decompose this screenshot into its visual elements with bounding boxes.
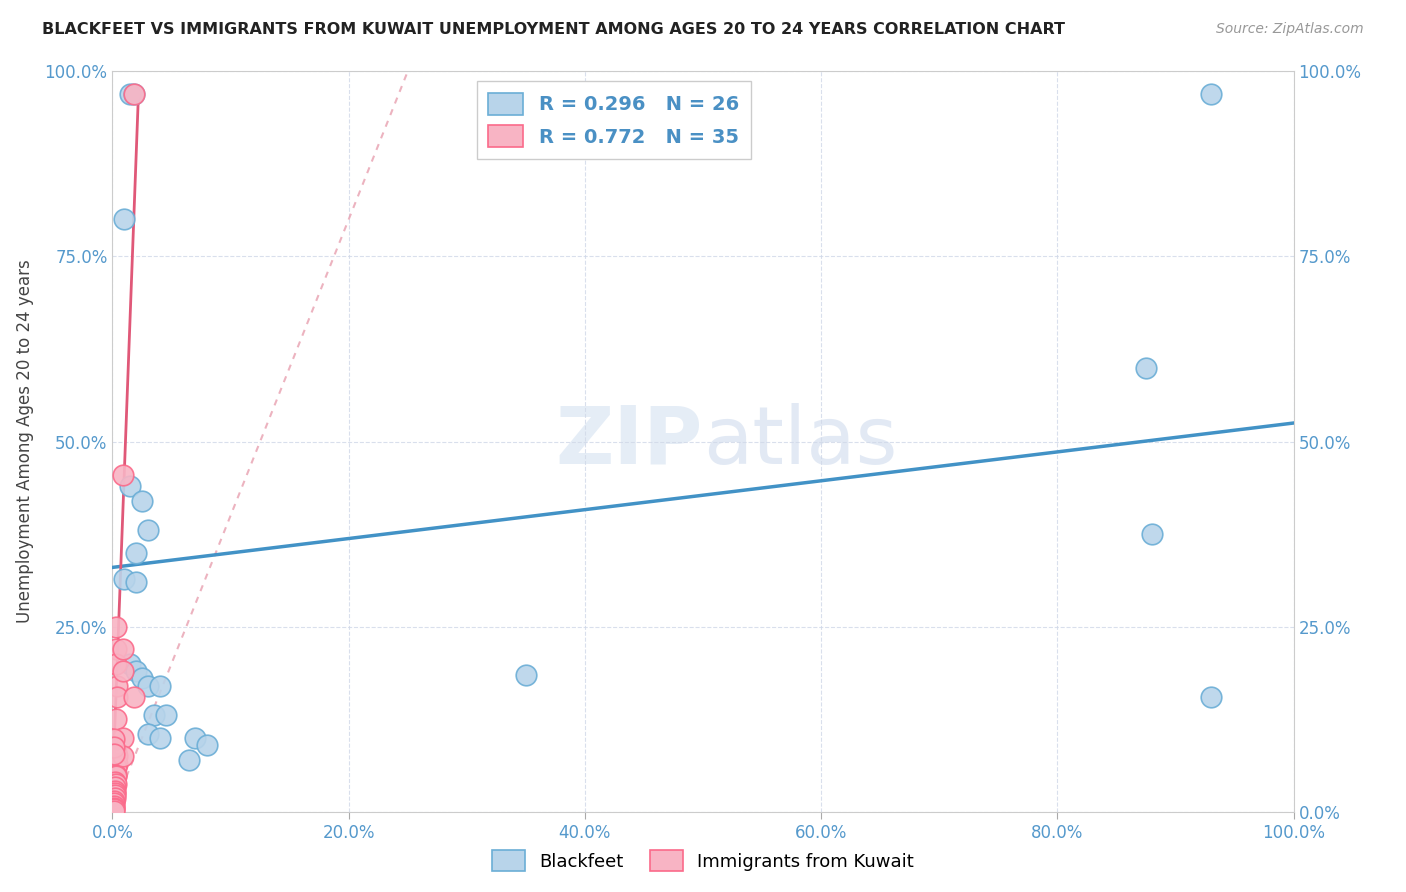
Point — [105, 690, 128, 704]
Point — [105, 756, 128, 771]
Point — [105, 746, 128, 760]
Point — [105, 641, 128, 656]
Point — [105, 679, 128, 693]
Point — [103, 747, 125, 761]
Point — [179, 753, 201, 767]
Point — [120, 657, 142, 671]
Point — [122, 87, 145, 101]
Point — [112, 641, 135, 656]
Point — [105, 776, 128, 790]
Point — [112, 731, 135, 745]
Point — [103, 796, 125, 810]
Point — [136, 524, 159, 538]
Point — [103, 801, 125, 815]
Point — [105, 769, 128, 783]
Text: Source: ZipAtlas.com: Source: ZipAtlas.com — [1216, 22, 1364, 37]
Point — [515, 667, 537, 681]
Point — [125, 575, 148, 590]
Point — [120, 479, 142, 493]
Point — [105, 760, 128, 774]
Point — [122, 87, 145, 101]
Point — [1140, 527, 1163, 541]
Point — [104, 786, 127, 800]
Point — [103, 732, 125, 747]
Point — [184, 731, 207, 745]
Point — [1199, 690, 1222, 704]
Point — [104, 780, 127, 795]
Point — [136, 679, 159, 693]
Text: atlas: atlas — [703, 402, 897, 481]
Point — [195, 738, 218, 752]
Text: BLACKFEET VS IMMIGRANTS FROM KUWAIT UNEMPLOYMENT AMONG AGES 20 TO 24 YEARS CORRE: BLACKFEET VS IMMIGRANTS FROM KUWAIT UNEM… — [42, 22, 1066, 37]
Point — [131, 672, 153, 686]
Point — [104, 784, 127, 798]
Point — [136, 727, 159, 741]
Point — [112, 749, 135, 764]
Point — [104, 775, 127, 789]
Point — [125, 546, 148, 560]
Point — [103, 794, 125, 808]
Point — [103, 803, 125, 817]
Point — [125, 664, 148, 678]
Legend: R = 0.296   N = 26, R = 0.772   N = 35: R = 0.296 N = 26, R = 0.772 N = 35 — [477, 81, 751, 159]
Point — [103, 739, 125, 754]
Point — [155, 708, 177, 723]
Point — [112, 467, 135, 482]
Point — [105, 657, 128, 671]
Point — [105, 712, 128, 726]
Point — [149, 731, 172, 745]
Point — [1135, 360, 1157, 375]
Point — [142, 708, 165, 723]
Point — [104, 789, 127, 803]
Point — [105, 767, 128, 781]
Point — [122, 690, 145, 704]
Point — [149, 679, 172, 693]
Y-axis label: Unemployment Among Ages 20 to 24 years: Unemployment Among Ages 20 to 24 years — [15, 260, 34, 624]
Legend: Blackfeet, Immigrants from Kuwait: Blackfeet, Immigrants from Kuwait — [485, 843, 921, 879]
Point — [105, 749, 128, 764]
Point — [131, 493, 153, 508]
Point — [103, 804, 125, 818]
Point — [112, 664, 135, 678]
Point — [120, 87, 142, 101]
Point — [1199, 87, 1222, 101]
Point — [103, 798, 125, 813]
Text: ZIP: ZIP — [555, 402, 703, 481]
Point — [104, 791, 127, 805]
Point — [105, 619, 128, 633]
Point — [112, 212, 135, 227]
Point — [112, 572, 135, 586]
